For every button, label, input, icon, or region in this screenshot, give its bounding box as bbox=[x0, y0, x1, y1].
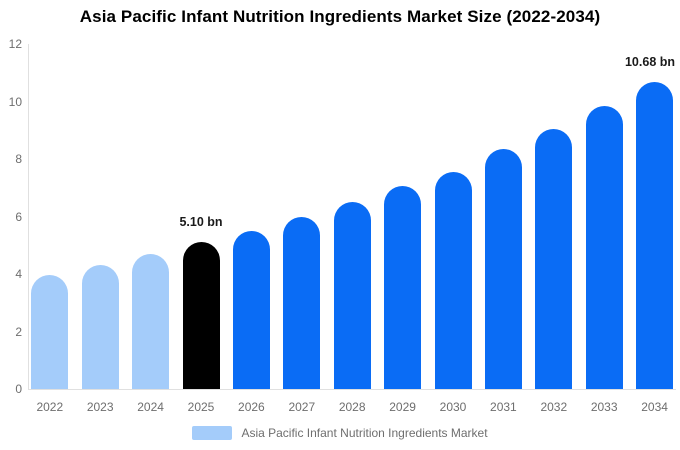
legend-label: Asia Pacific Infant Nutrition Ingredient… bbox=[241, 426, 488, 440]
x-axis-label-2033: 2033 bbox=[590, 400, 618, 414]
bar-2025[interactable] bbox=[182, 242, 220, 389]
y-axis-tick-label: 8 bbox=[15, 152, 22, 166]
bar-2022[interactable] bbox=[31, 275, 69, 389]
chart-title: Asia Pacific Infant Nutrition Ingredient… bbox=[79, 7, 601, 26]
legend: Asia Pacific Infant Nutrition Ingredient… bbox=[0, 426, 680, 440]
y-axis-tick-label: 2 bbox=[15, 324, 22, 339]
x-axis-label-2027: 2027 bbox=[288, 400, 316, 414]
x-axis-label-2026: 2026 bbox=[238, 400, 265, 414]
bar-2027[interactable] bbox=[283, 217, 321, 389]
legend-item[interactable]: Asia Pacific Infant Nutrition Ingredient… bbox=[192, 426, 488, 440]
x-axis-label-2031: 2031 bbox=[490, 400, 517, 414]
bar-2029[interactable] bbox=[384, 186, 422, 389]
bar-2024[interactable] bbox=[132, 253, 170, 389]
bar-value-label-2025: 5.10 bn bbox=[179, 215, 223, 230]
bar-2034[interactable] bbox=[636, 81, 674, 389]
x-axis-label-2028: 2028 bbox=[338, 400, 366, 414]
bar-2026[interactable] bbox=[232, 230, 270, 389]
bar-2028[interactable] bbox=[333, 202, 371, 389]
x-axis-label-2029: 2029 bbox=[389, 400, 416, 414]
legend-swatch bbox=[192, 426, 233, 440]
bar-2033[interactable] bbox=[585, 106, 623, 389]
bar-2031[interactable] bbox=[484, 148, 522, 389]
y-axis-tick-label: 4 bbox=[15, 267, 22, 281]
bar-2023[interactable] bbox=[81, 265, 119, 389]
y-axis-tick-label: 10 bbox=[8, 94, 22, 109]
x-axis-label-2022: 2022 bbox=[36, 400, 64, 414]
bar-value-label-2034: 10.68 bn bbox=[624, 54, 676, 69]
y-axis-tick-label: 12 bbox=[8, 37, 22, 51]
x-axis-label-2032: 2032 bbox=[540, 400, 568, 414]
bar-2030[interactable] bbox=[434, 171, 472, 389]
x-axis-label-2025: 2025 bbox=[187, 400, 215, 414]
y-axis-tick-label: 0 bbox=[15, 382, 22, 396]
x-axis-label-2023: 2023 bbox=[86, 400, 114, 414]
x-axis-label-2034: 2034 bbox=[641, 400, 668, 414]
y-axis-tick-label: 6 bbox=[15, 209, 22, 224]
x-axis-line bbox=[28, 389, 676, 390]
x-axis-label-2024: 2024 bbox=[137, 400, 164, 414]
x-axis-label-2030: 2030 bbox=[439, 400, 467, 414]
bar-2032[interactable] bbox=[535, 128, 573, 389]
y-axis-line bbox=[28, 44, 29, 389]
